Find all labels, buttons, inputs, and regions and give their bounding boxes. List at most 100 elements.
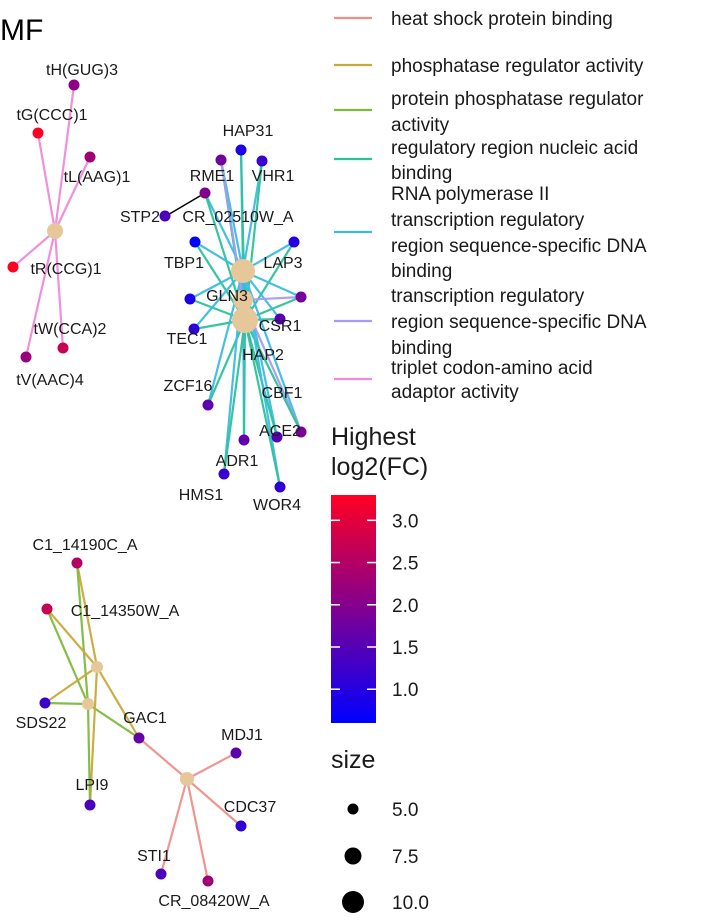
gene-node-th-gug-3 bbox=[68, 79, 80, 91]
edge-legend-label: phosphatase regulator activity bbox=[391, 56, 644, 77]
gene-label-gln3: GLN3 bbox=[206, 288, 248, 305]
gene-node-ace2 bbox=[295, 426, 307, 438]
gene-node-mdj1 bbox=[230, 747, 242, 759]
edge-zcf16 bbox=[206, 319, 247, 406]
gene-node-cbf1 bbox=[271, 431, 283, 443]
edge-tg bbox=[36, 132, 57, 232]
edge-cdc37 bbox=[186, 778, 242, 827]
gene-label-zcf16: ZCF16 bbox=[164, 378, 213, 395]
gene-label-lap3: LAP3 bbox=[263, 255, 302, 272]
gene-label-th-gug-3: tH(GUG)3 bbox=[46, 62, 118, 79]
gene-label-tbp1: TBP1 bbox=[164, 255, 204, 272]
gene-node-cdc37 bbox=[235, 820, 247, 832]
gene-label-csr1: CSR1 bbox=[259, 318, 302, 335]
gene-label-hms1: HMS1 bbox=[179, 487, 224, 504]
gene-label-stp2: STP2 bbox=[120, 209, 160, 226]
edge-legend-item-phosphatase-regulator-activity: phosphatase regulator activity bbox=[334, 56, 644, 77]
color-legend-tick-label: 1.0 bbox=[392, 680, 418, 701]
edge-mdj1 bbox=[186, 752, 237, 780]
gene-node-gac1 bbox=[133, 732, 145, 744]
color-legend-tick-label: 2.0 bbox=[392, 596, 418, 617]
gene-label-c1-14190c-a: C1_14190C_A bbox=[33, 537, 138, 554]
gene-node-sds22 bbox=[39, 697, 51, 709]
label-leader-line bbox=[165, 192, 206, 217]
term-node-transcription-regulatory-region-sequence-specific-dna-binding bbox=[233, 290, 253, 310]
edge-vhr1 bbox=[241, 160, 264, 272]
gene-node-lap3 bbox=[288, 236, 300, 248]
gene-node-cr-08420w-a bbox=[202, 875, 214, 887]
size-legend-dot bbox=[342, 891, 364, 913]
edge-c1-14190c bbox=[75, 562, 90, 705]
gene-label-tg-ccc-1: tG(CCC)1 bbox=[16, 107, 87, 124]
edges-layer bbox=[12, 84, 303, 882]
gene-label-gac1: GAC1 bbox=[123, 710, 167, 727]
edge-legend-label: activity bbox=[391, 115, 450, 136]
edge-sds22 bbox=[44, 701, 89, 706]
edge-c1-14190c bbox=[75, 562, 99, 668]
edge-gac1 bbox=[96, 666, 140, 739]
gene-label-hap31: HAP31 bbox=[223, 123, 274, 140]
term-node-triplet-codon-amino-acid-adaptor-activity bbox=[47, 223, 63, 239]
edge-th bbox=[53, 84, 76, 232]
gene-label-adr1: ADR1 bbox=[216, 453, 259, 470]
edge-tr bbox=[12, 230, 56, 268]
terms-layer bbox=[47, 223, 258, 786]
edge-legend-label: binding bbox=[391, 338, 452, 359]
size-legend-title: size bbox=[331, 746, 375, 774]
term-node-regulatory-region-nucleic-acid-binding bbox=[232, 307, 258, 333]
gene-node-tr-ccg-1 bbox=[7, 261, 19, 273]
edge-cr08420 bbox=[185, 778, 210, 882]
edge-legend-label: adaptor activity bbox=[391, 382, 519, 403]
gene-label-vhr1: VHR1 bbox=[252, 168, 295, 185]
gene-node-cr-02510w-a bbox=[199, 187, 211, 199]
gene-label-tec1: TEC1 bbox=[167, 331, 208, 348]
edge-lpi9 bbox=[86, 703, 92, 806]
edge-tv bbox=[24, 230, 57, 358]
edge-legend-item-rna-polymerase-ii-transcription-regulatory-region-sequence-specific-dna-binding: RNA polymerase II transcription regulator… bbox=[334, 184, 647, 282]
color-legend-bar bbox=[331, 495, 376, 723]
edge-gac1 bbox=[87, 703, 140, 739]
gene-node-lpi9 bbox=[84, 799, 96, 811]
gene-label-ace2: ACE2 bbox=[259, 423, 301, 440]
gene-label-sti1: STI1 bbox=[137, 848, 171, 865]
term-node-rna-polymerase-ii-transcription-regulatory-region-sequence-specific-dna-binding bbox=[231, 259, 255, 283]
gene-node-tw-cca-2 bbox=[57, 342, 69, 354]
gene-label-cbf1: CBF1 bbox=[262, 385, 303, 402]
edge-legend-label: region sequence-specific DNA bbox=[391, 236, 647, 257]
gene-node-tec1 bbox=[188, 323, 200, 335]
edge-legend-label: regulatory region nucleic acid bbox=[391, 138, 638, 159]
color-legend-tick-label: 3.0 bbox=[392, 511, 418, 532]
gene-node-hms1 bbox=[218, 468, 230, 480]
term-node-heat-shock-protein-binding bbox=[180, 772, 194, 786]
size-legend: size 5.0 7.5 10.0 bbox=[331, 746, 429, 914]
edge-legend-item-heat-shock-protein-binding: heat shock protein binding bbox=[334, 9, 613, 30]
gene-label-cr-08420w-a: CR_08420W_A bbox=[158, 893, 270, 910]
color-legend-title: log2(FC) bbox=[331, 453, 428, 481]
gene-node-tv-aac-4 bbox=[20, 351, 32, 363]
edge-legend-item-regulatory-region-nucleic-acid-binding: regulatory region nucleic acid binding bbox=[334, 138, 638, 184]
gene-label-cdc37: CDC37 bbox=[224, 799, 277, 816]
edge-legend-label: transcription regulatory bbox=[391, 286, 585, 307]
size-legend-label: 5.0 bbox=[392, 800, 418, 821]
gene-label-cr-02510w-a: CR_02510W_A bbox=[182, 209, 294, 226]
edge-tw bbox=[53, 230, 65, 349]
gene-node-hap31 bbox=[235, 144, 247, 156]
color-legend-tick-label: 2.5 bbox=[392, 554, 418, 575]
chart-title: MF bbox=[0, 14, 43, 47]
edge-sds22 bbox=[44, 666, 98, 704]
genes-layer bbox=[7, 79, 307, 887]
gene-node-tl-aag-1 bbox=[84, 151, 96, 163]
edge-wor4 bbox=[243, 319, 282, 488]
edge-tl bbox=[54, 156, 91, 232]
gene-node-c1-14350w-a bbox=[41, 603, 53, 615]
gene-label-mdj1: MDJ1 bbox=[221, 727, 263, 744]
gene-label-c1-14350w-a: C1_14350W_A bbox=[71, 603, 180, 620]
gene-node-tg-ccc-1 bbox=[32, 127, 44, 139]
gene-node-wor4 bbox=[274, 481, 286, 493]
edge-legend-label: heat shock protein binding bbox=[391, 9, 613, 30]
gene-label-tv-aac-4: tV(AAC)4 bbox=[16, 372, 84, 389]
edge-legend-label: region sequence-specific DNA bbox=[391, 312, 647, 333]
edge-c1-14350w bbox=[46, 608, 98, 668]
gene-label-rme1: RME1 bbox=[190, 168, 235, 185]
